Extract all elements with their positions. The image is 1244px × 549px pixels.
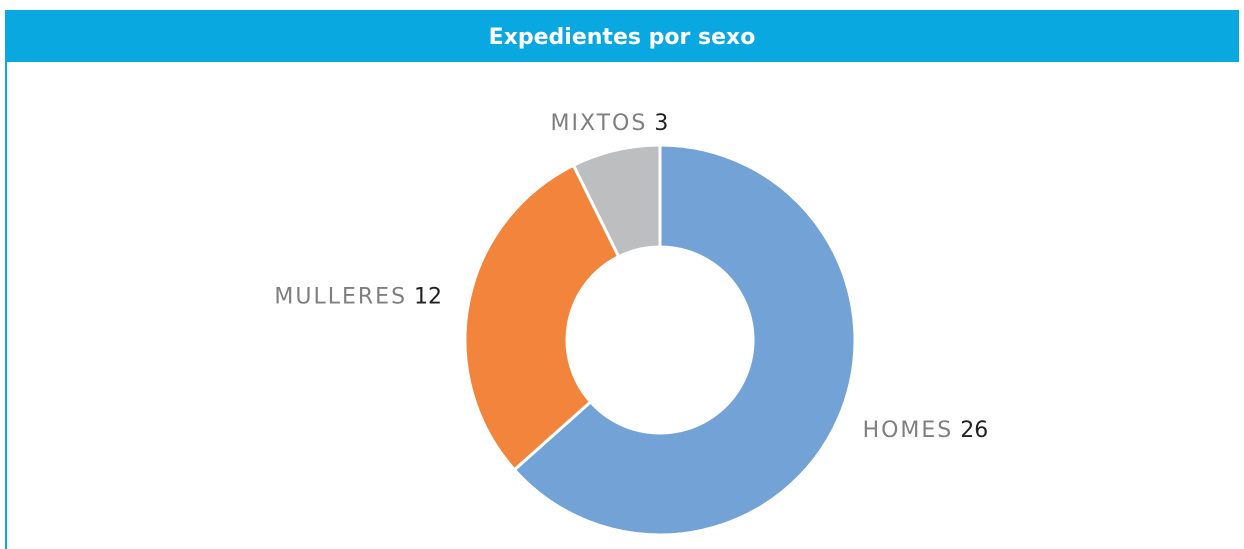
slice	[571, 143, 662, 259]
value-label: 26	[960, 418, 988, 443]
category-label: MIXTOS	[550, 111, 647, 136]
slice-label: MULLERES 12	[274, 285, 442, 310]
chart-title: Expedientes por sexo	[489, 25, 756, 50]
slice	[463, 163, 621, 472]
category-label: MULLERES	[274, 285, 407, 310]
slice-label: MIXTOS 3	[550, 111, 668, 136]
header-bar	[5, 10, 1239, 62]
category-label: HOMES	[863, 418, 954, 443]
value-label: 12	[414, 285, 442, 310]
slice-label: HOMES 26	[863, 418, 989, 443]
value-label: 3	[654, 111, 668, 136]
slice	[512, 143, 857, 537]
